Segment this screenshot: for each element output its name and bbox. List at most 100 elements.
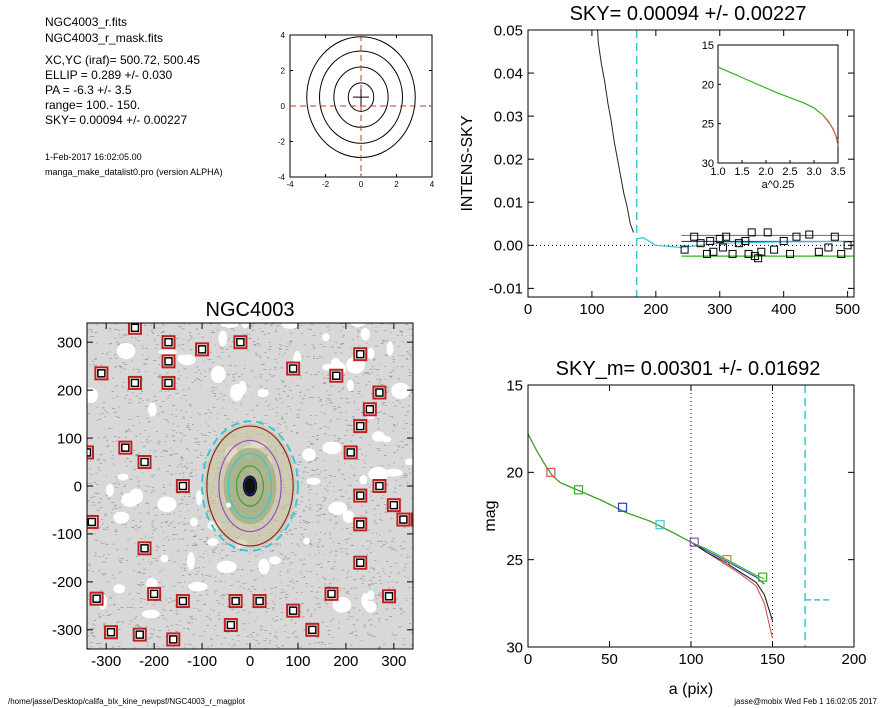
y-tick-label: 0.02 [494, 151, 523, 168]
masked-blank [188, 581, 208, 592]
isophote-ellipse [243, 476, 257, 496]
x-tick-label: 300 [381, 653, 406, 670]
masked-blank [113, 584, 126, 594]
mask-box-inner [356, 558, 365, 567]
masked-blank [160, 554, 169, 563]
mag-inner [528, 385, 830, 647]
footer-user: jasse@mobix Wed Feb 1 16:02:05 2017 [733, 697, 877, 706]
sky-point [722, 232, 731, 241]
masked-blank [391, 382, 410, 399]
x-tick-label: 50 [601, 651, 618, 668]
mask-box-inner [308, 625, 317, 635]
y-tick-label: 30 [506, 639, 523, 656]
mag-xlabel: a (pix) [669, 681, 713, 698]
sky-point [715, 234, 724, 243]
mask-box-inner [178, 481, 188, 491]
galaxy-image-plot: -300 -200 -100 0 100 200 300 -300 -200 -100 0 100 20… [52, 322, 421, 670]
masked-blank [322, 441, 342, 455]
masked-blank [129, 488, 144, 504]
masked-blank [157, 496, 177, 513]
masked-blank [105, 483, 114, 497]
masked-blank [322, 333, 330, 342]
mag-marker [655, 520, 665, 530]
y-tick-label: -2 [278, 137, 286, 146]
sky-point [696, 239, 705, 248]
masked-blank [241, 323, 250, 329]
masked-blank [351, 323, 365, 328]
masked-blank [346, 379, 355, 392]
inset-x-tick-label: 3.5 [830, 166, 845, 178]
sky-point [830, 232, 839, 241]
inset-y-tick-label: 20 [702, 79, 714, 91]
x-tick-label: -4 [286, 180, 294, 189]
masked-blank [368, 467, 389, 482]
mask-box-inner [87, 517, 97, 527]
mag-series-line [528, 433, 765, 585]
masked-blank [230, 383, 244, 402]
mask-box-inner [414, 516, 421, 523]
header-line: NGC4003_r_mask.fits [45, 31, 163, 45]
sky-point [814, 247, 823, 256]
sky-title: SKY= 0.00094 +/- 0.00227 [570, 3, 807, 25]
sky-point [741, 237, 750, 246]
sky-point [779, 237, 788, 246]
mask-box-inner [327, 589, 336, 599]
mask-box-inner [140, 544, 149, 553]
isophote-ellipse [227, 452, 273, 520]
contour-line [347, 82, 375, 112]
y-tick-label: 100 [57, 430, 82, 447]
mask-box-inner [169, 635, 178, 644]
inset-y-tick-label: 30 [702, 158, 714, 170]
sky-point [734, 239, 743, 248]
sky-point [786, 249, 795, 258]
x-tick-label: 0 [524, 651, 532, 668]
masked-blank [142, 609, 160, 619]
mask-box-inner [399, 515, 408, 524]
isophote-ellipse [206, 425, 294, 547]
header-line: ELLIP = 0.289 +/- 0.030 [45, 68, 173, 82]
masked-blank [116, 342, 136, 360]
masked-blank [386, 341, 394, 356]
masked-blank [367, 347, 375, 360]
mask-box-inner [149, 589, 159, 599]
mask-box-inner [375, 481, 384, 491]
masked-blank [371, 431, 385, 442]
mag-series-line [690, 541, 774, 621]
mask-box-inner [106, 627, 116, 637]
mask-box-inner [130, 378, 140, 388]
mask-box-inner [389, 500, 399, 510]
mag-marker [689, 537, 699, 547]
mask-box-inner [346, 448, 355, 457]
mag-series-line [528, 433, 765, 580]
y-tick-label: 0 [74, 478, 82, 495]
x-tick-label: 200 [333, 653, 358, 670]
mask-box-inner [356, 421, 365, 431]
mask-box-inner [231, 596, 240, 606]
mask-box [410, 512, 413, 527]
mag-marker [722, 555, 732, 565]
masked-blank [404, 458, 413, 466]
mask-box-inner [87, 448, 92, 457]
x-tick-label: 150 [760, 651, 785, 668]
masked-blank [258, 558, 270, 575]
masked-blank [257, 388, 269, 398]
masked-blank [113, 511, 130, 524]
masked-blank [216, 560, 237, 574]
x-tick-label: 300 [707, 301, 732, 318]
masked-blank [177, 354, 186, 363]
mask-box-inner [365, 405, 375, 414]
y-tick-label: 0.03 [494, 108, 523, 125]
sky-point [702, 249, 711, 258]
mask-box-inner [356, 520, 365, 529]
mask-box-inner [332, 371, 341, 380]
sky-inner [528, 30, 854, 297]
x-tick-label: 0 [524, 301, 532, 318]
y-tick-label: -100 [52, 526, 82, 543]
sky-point [744, 249, 753, 258]
inset-x-tick-label: 2.5 [782, 166, 797, 178]
header-info: NGC4003_r.fits NGC4003_r_mask.fits XC,YC (… [45, 15, 200, 127]
magnitude-profile-plot: 0 50 100 150 200 15 20 25 30 a (pix) mag [482, 377, 867, 698]
mag-marker [546, 467, 556, 477]
masked-blank [306, 477, 321, 485]
